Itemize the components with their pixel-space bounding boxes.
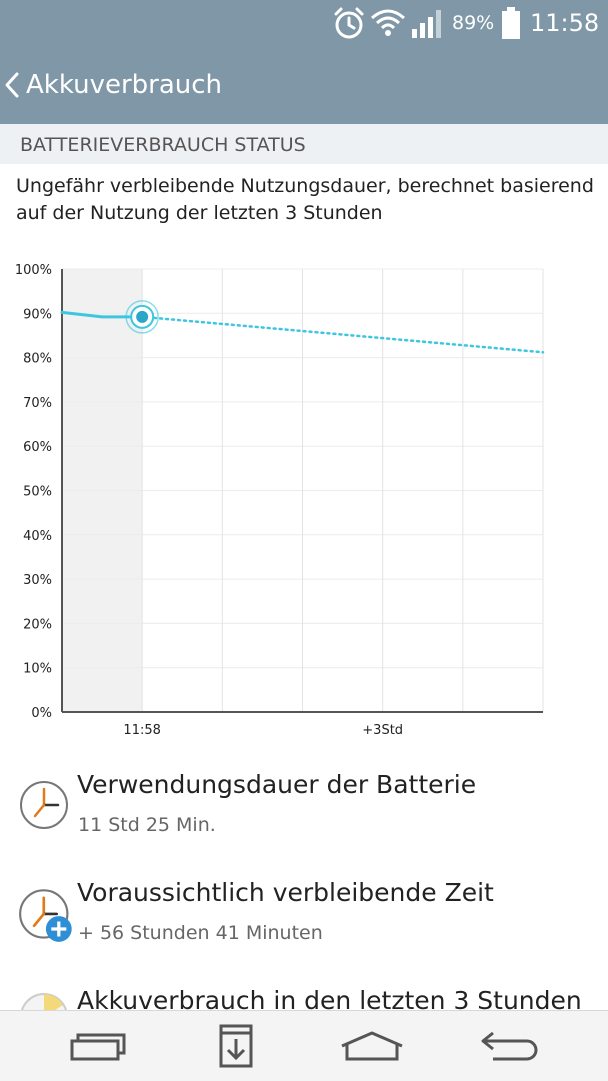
home-icon [341, 1031, 403, 1061]
y-tick-label: 80% [23, 352, 52, 367]
clock-plus-icon [19, 889, 72, 942]
y-tick-label: 40% [23, 529, 52, 544]
pie-chart-icon [21, 993, 67, 1010]
series-line-history [60, 310, 144, 319]
x-tick-label: +3Std [362, 723, 403, 738]
y-tick-label: 60% [23, 440, 52, 455]
y-tick-label: 10% [23, 662, 52, 677]
description-text: Ungefähr verbleibende Nutzungsdauer, ber… [16, 175, 594, 224]
section-header-label: BATTERIEVERBRAUCH STATUS [20, 134, 306, 156]
y-tick-label: 50% [23, 485, 52, 500]
y-tick-label: 20% [23, 617, 52, 632]
list-item-estimated-remaining-time[interactable]: Voraussichtlich verbleibende Zeit + 56 S… [0, 878, 608, 982]
chevron-left-icon [5, 72, 19, 98]
app-bar: Akkuverbrauch [0, 46, 608, 124]
list-item-battery-usage-duration[interactable]: Verwendungsdauer der Batterie 11 Std 25 … [0, 770, 608, 874]
description: Ungefähr verbleibende Nutzungsdauer, ber… [0, 164, 608, 234]
list-item-subtitle: + 56 Stunden 41 Minuten [78, 922, 323, 944]
list-item-title: Voraussichtlich verbleibende Zeit [77, 878, 494, 907]
clock-icon [20, 781, 68, 829]
clock-time: 11:58 [530, 9, 600, 37]
alarm-icon [332, 0, 366, 46]
navigation-bar [0, 1010, 608, 1081]
back-button[interactable] [460, 1011, 560, 1081]
section-header: BATTERIEVERBRAUCH STATUS [0, 124, 608, 164]
home-button[interactable] [322, 1011, 422, 1081]
recent-apps-icon [70, 1033, 126, 1061]
battery-icon [500, 0, 522, 46]
current-marker-dot [136, 310, 149, 323]
x-tick-label: 11:58 [123, 723, 160, 738]
y-tick-label: 100% [15, 263, 52, 278]
sim-download-icon [219, 1024, 253, 1068]
sim-download-button[interactable] [186, 1011, 286, 1081]
page-title: Akkuverbrauch [26, 70, 223, 100]
status-bar: 89% 11:58 [0, 0, 608, 46]
list-item-usage-last-3-hours[interactable]: Akkuverbrauch in den letzten 3 Stunden [0, 984, 608, 1010]
battery-percent: 89% [452, 12, 495, 34]
list-item-title: Akkuverbrauch in den letzten 3 Stunden [77, 986, 582, 1010]
y-tick-label: 90% [23, 307, 52, 322]
list-item-title: Verwendungsdauer der Batterie [77, 770, 477, 799]
battery-chart: 100% 90% 80% 70% 60% 50% 40% 30% 20% 10% 0% 11:58 +3… [0, 234, 608, 754]
recent-apps-button[interactable] [48, 1011, 148, 1081]
battery-chart-svg: 100% 90% 80% 70% 60% 50% 40% 30% 20% 10% 0% 11:58 +3… [15, 263, 545, 738]
back-navigation[interactable]: Akkuverbrauch [0, 46, 222, 124]
wifi-icon [370, 0, 406, 46]
y-tick-label: 0% [31, 706, 52, 721]
y-tick-label: 70% [23, 396, 52, 411]
current-marker-halo [125, 300, 159, 334]
y-tick-label: 30% [23, 573, 52, 588]
list-item-subtitle: 11 Std 25 Min. [78, 814, 216, 836]
series-line-projection [140, 315, 545, 354]
back-icon [481, 1031, 538, 1061]
signal-icon [410, 0, 446, 46]
